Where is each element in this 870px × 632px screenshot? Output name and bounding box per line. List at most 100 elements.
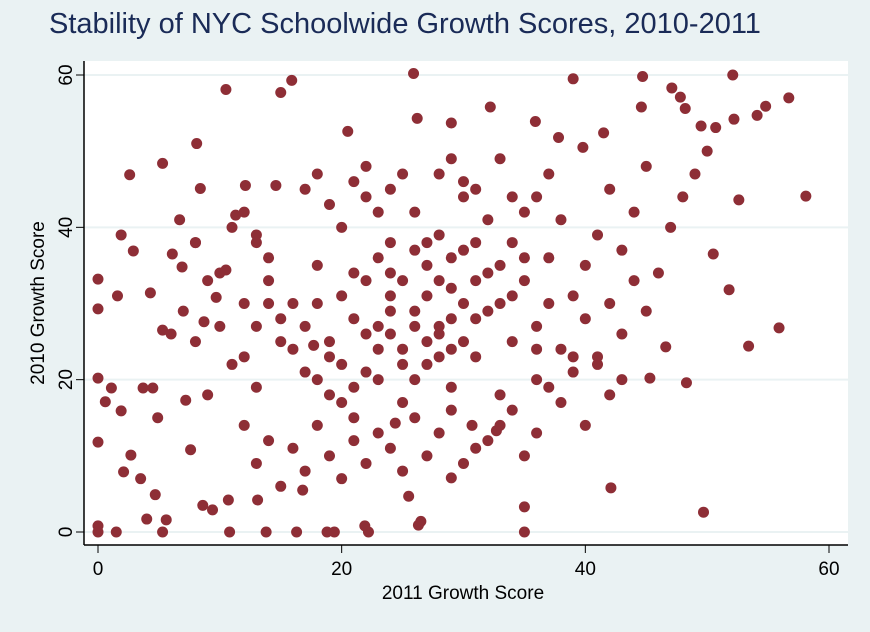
data-point [263, 298, 275, 309]
data-point [372, 343, 384, 355]
data-point [773, 322, 785, 334]
data-point [531, 427, 543, 439]
data-point [470, 183, 482, 195]
data-point [336, 221, 348, 233]
data-point [99, 396, 111, 408]
data-point [543, 298, 555, 309]
data-point [445, 252, 457, 264]
data-point [728, 113, 740, 125]
data-point [529, 115, 541, 127]
data-point [214, 320, 226, 332]
data-point [553, 131, 565, 143]
data-point [543, 252, 555, 264]
data-point [628, 275, 640, 287]
data-point [397, 343, 409, 355]
data-point [250, 237, 262, 249]
data-point [506, 336, 518, 348]
data-point [640, 160, 652, 172]
data-point [165, 328, 177, 340]
data-point [226, 221, 238, 233]
data-point [637, 71, 649, 83]
data-point [518, 501, 530, 513]
data-point [458, 298, 469, 309]
data-point [397, 275, 409, 287]
data-point [92, 436, 104, 448]
data-point [577, 141, 589, 153]
data-point [445, 404, 457, 416]
data-point [579, 419, 591, 431]
data-point [604, 389, 616, 401]
x-axis-ticks: 0 20 40 60 [93, 545, 840, 580]
data-point [421, 450, 433, 462]
data-point [360, 160, 372, 172]
data-point [260, 526, 272, 538]
data-point [323, 198, 335, 210]
data-point [800, 190, 812, 202]
x-tick-label: 0 [93, 559, 104, 580]
data-point [311, 259, 323, 271]
data-point [604, 183, 616, 195]
data-point [408, 67, 420, 79]
data-point [202, 389, 214, 401]
data-point [445, 282, 457, 294]
data-point [177, 305, 189, 317]
data-point [567, 290, 579, 302]
data-point [518, 526, 530, 538]
data-point [445, 343, 457, 355]
data-point [445, 153, 457, 165]
data-point [299, 366, 311, 378]
chart-title: Stability of NYC Schoolwide Growth Score… [49, 8, 761, 40]
data-point [403, 490, 415, 502]
data-point [433, 275, 445, 287]
data-point [92, 526, 104, 538]
data-point [531, 343, 543, 355]
data-point [308, 339, 320, 351]
data-point [115, 229, 127, 241]
data-point [372, 320, 384, 332]
data-point [360, 328, 372, 340]
data-point [666, 82, 678, 94]
data-point [567, 73, 579, 85]
data-point [409, 244, 421, 256]
data-point [252, 494, 264, 506]
data-point [372, 427, 384, 439]
data-point [166, 248, 178, 260]
x-axis-label: 2011 Growth Score [382, 583, 544, 604]
data-point [348, 435, 360, 447]
data-point [458, 191, 469, 203]
data-point [531, 374, 543, 386]
data-point [360, 366, 372, 378]
data-point [250, 457, 262, 469]
data-point [291, 526, 303, 538]
data-point [458, 176, 469, 188]
data-point [180, 394, 192, 406]
data-point [518, 206, 530, 218]
data-point [384, 328, 396, 340]
data-point [640, 305, 652, 317]
data-point [214, 267, 226, 279]
data-point [348, 412, 360, 424]
data-point [149, 489, 161, 501]
data-point [592, 358, 604, 370]
data-point [297, 484, 309, 496]
data-point [409, 305, 421, 317]
data-point [458, 457, 469, 469]
data-point [389, 417, 401, 429]
data-point [275, 336, 287, 348]
data-point [348, 381, 360, 393]
data-point [311, 419, 323, 431]
data-point [299, 183, 311, 195]
data-point [185, 444, 197, 456]
data-point [275, 480, 287, 492]
data-point [433, 351, 445, 363]
data-point [707, 248, 719, 260]
data-point [433, 320, 445, 332]
data-point [328, 526, 340, 538]
data-point [445, 381, 457, 393]
data-point [135, 473, 147, 485]
data-point [628, 206, 640, 218]
data-point [783, 92, 795, 104]
data-point [409, 412, 421, 424]
data-point [194, 182, 206, 194]
data-points [92, 67, 812, 538]
